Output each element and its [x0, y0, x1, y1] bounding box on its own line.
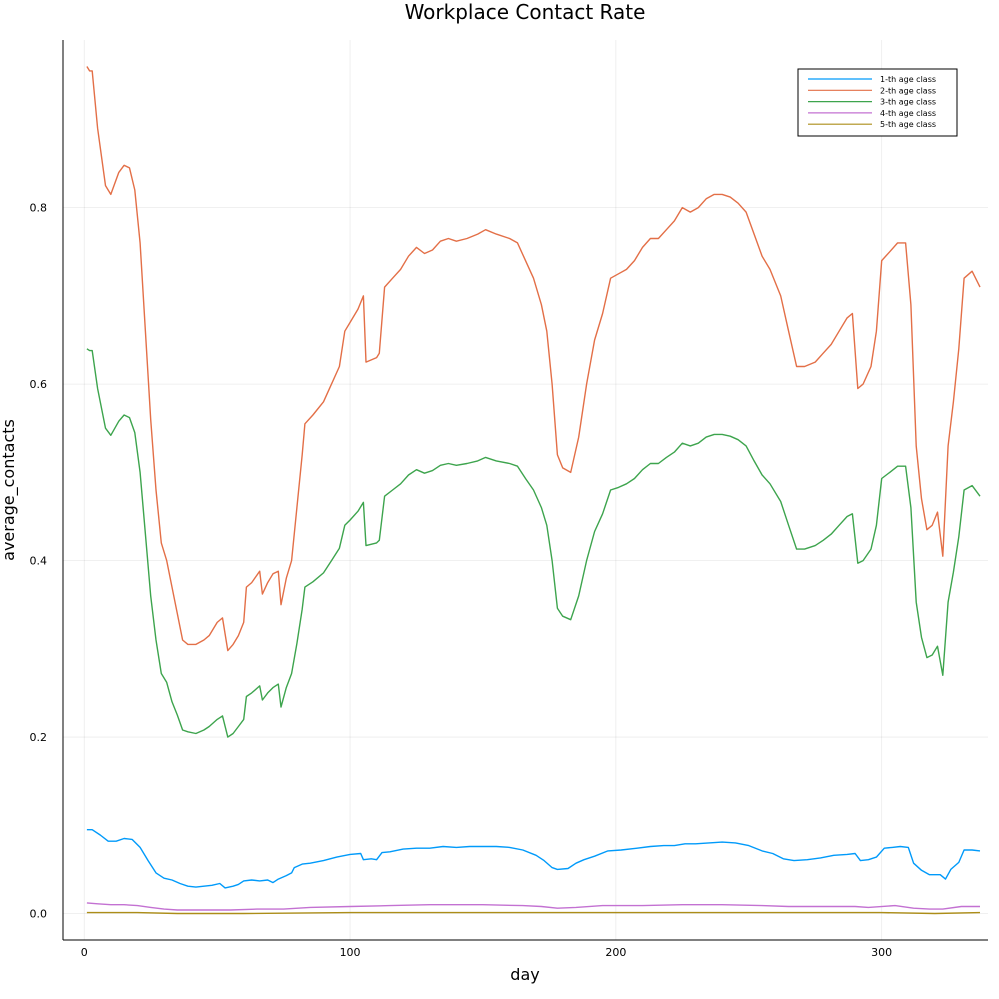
- x-tick-label: 100: [340, 946, 361, 959]
- legend-label: 2-th age class: [880, 86, 936, 95]
- y-tick-label: 0.4: [30, 555, 48, 568]
- chart-title: Workplace Contact Rate: [405, 0, 646, 24]
- legend-label: 3-th age class: [880, 98, 936, 107]
- legend-box: [797, 68, 958, 137]
- y-tick-label: 0.2: [30, 731, 48, 744]
- x-tick-label: 300: [871, 946, 892, 959]
- series-line-3: [86, 348, 981, 738]
- legend: 1-th age class 2-th age class 3-th age cla…: [797, 68, 958, 137]
- y-tick-labels: 0.0 0.2 0.4 0.6 0.8: [30, 202, 48, 921]
- series-line-2: [86, 66, 981, 652]
- series-line-4: [86, 902, 980, 911]
- y-tick-label: 0.8: [30, 202, 48, 215]
- series-line-5: [86, 911, 981, 915]
- x-tick-labels: 0 100 200 300: [81, 946, 892, 959]
- y-tick-label: 0.0: [30, 908, 48, 921]
- legend-label: 5-th age class: [880, 120, 936, 129]
- x-axis-label: day: [510, 965, 539, 984]
- gridlines: [63, 40, 988, 940]
- y-axis-label: average_contacts: [0, 419, 19, 561]
- series-lines: [86, 66, 981, 915]
- x-tick-label: 0: [81, 946, 88, 959]
- legend-label: 4-th age class: [880, 109, 936, 118]
- series-line-1: [86, 829, 981, 889]
- y-tick-label: 0.6: [30, 378, 48, 391]
- legend-label: 1-th age class: [880, 75, 936, 84]
- x-tick-label: 200: [605, 946, 626, 959]
